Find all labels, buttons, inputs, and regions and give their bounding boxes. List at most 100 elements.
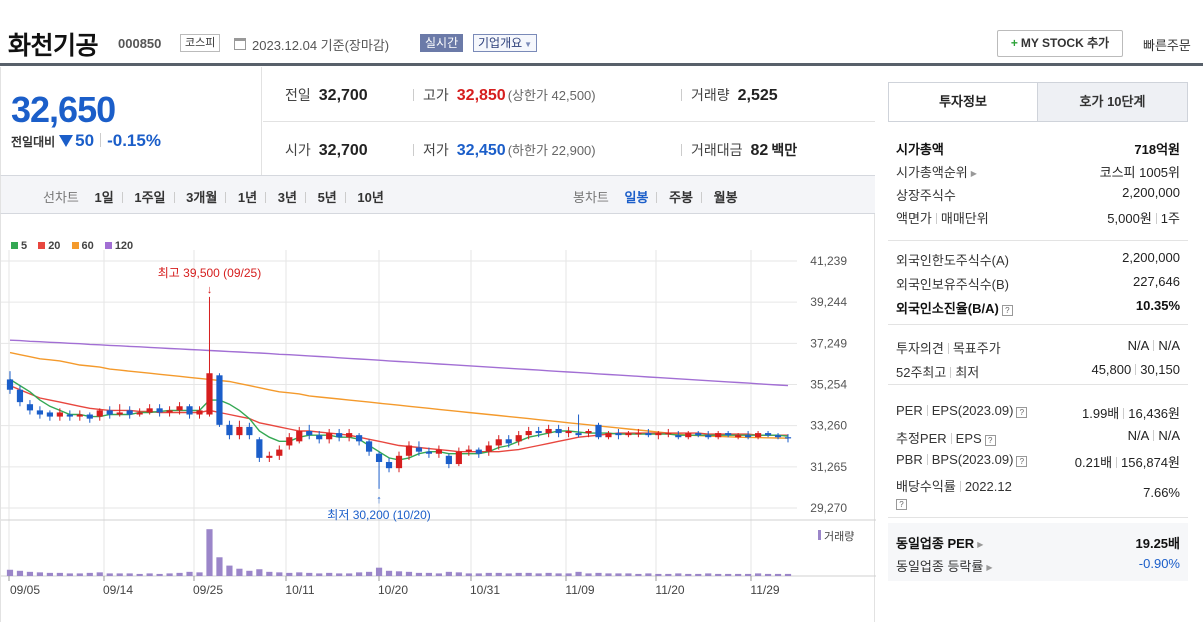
eps-value: 16,436원 (1128, 406, 1180, 421)
volume-bar (296, 572, 303, 576)
company-overview-label: 기업개요 (478, 36, 523, 50)
volume-bar (385, 570, 393, 576)
volume-value: 2,525 (737, 87, 778, 104)
chart-period-tabs: 선차트 1일 1주일 3개월 1년 3년 5년 10년 봉차트 일봉 주봉 월봉 (0, 175, 875, 214)
target-label: 목표주가 (952, 341, 1001, 356)
tab-3y[interactable]: 3년 (277, 190, 297, 205)
divider (1153, 340, 1155, 351)
help-icon[interactable]: ? (1016, 407, 1028, 418)
opinion-box: 투자의견 목표주가 N/A N/A 52주최고 최저 45,800 30,150 (888, 325, 1188, 385)
per-row: PER EPS(2023.09)? 1.99배 16,436원 (896, 403, 1180, 423)
sector-change-row[interactable]: 동일업종 등락률 ▶ -0.90% (896, 556, 1180, 576)
volume-bar (375, 567, 383, 576)
candle-body (555, 428, 562, 434)
chart-legend: 5 20 60 120 (11, 240, 141, 252)
foreign-ratio-row: 외국인소진율(B/A)? 10.35% (896, 298, 1180, 318)
volume-bar (266, 571, 273, 576)
company-overview-dropdown[interactable]: 기업개요 ▼ (473, 34, 538, 52)
tab-3m[interactable]: 3개월 (186, 190, 218, 205)
volume-bar (555, 573, 562, 576)
divider (121, 192, 123, 203)
volume-bar (46, 572, 53, 576)
tab-investment-info[interactable]: 투자정보 (889, 83, 1038, 121)
candle-body (655, 433, 662, 436)
candle-body (306, 431, 313, 436)
candle-body (575, 433, 582, 436)
volume-bar (56, 572, 63, 576)
help-icon[interactable]: ? (984, 435, 996, 446)
candle-body (595, 424, 602, 438)
tab-5y[interactable]: 5년 (317, 190, 337, 205)
foreign-box: 외국인한도주식수(A) 2,200,000 외국인보유주식수(B) 227,646 … (888, 241, 1188, 325)
target-value: N/A (1158, 338, 1180, 353)
par-row: 액면가 매매단위 5,000원 1주 (896, 208, 1180, 228)
candle-body (16, 389, 24, 403)
legend-swatch (71, 242, 79, 249)
help-icon[interactable]: ? (1001, 305, 1013, 316)
volume-bar (146, 573, 153, 576)
rank-label: 시가총액순위 (896, 165, 968, 180)
dividend-year: 2022.12 (964, 479, 1012, 494)
x-tick-label: 10/20 (378, 583, 408, 597)
volume-bar (515, 572, 522, 576)
my-stock-add-button[interactable]: + MY STOCK 추가 (997, 30, 1123, 57)
candle-body (585, 431, 592, 434)
open-value: 32,700 (318, 142, 368, 159)
tab-1d[interactable]: 1일 (94, 190, 114, 205)
candle-body (106, 410, 113, 415)
unit-value: 1주 (1160, 211, 1180, 226)
panel-tabs: 투자정보 호가 10단계 (888, 82, 1188, 122)
foreign-hold-label: 외국인보유주식수(B) (896, 277, 1010, 292)
open-label: 시가 (285, 142, 311, 158)
sector-per-value: 19.25배 (1135, 536, 1181, 551)
volume-bar (774, 573, 782, 576)
prev-close-cell: 전일 32,700 (285, 85, 368, 105)
quick-order-link[interactable]: 빠른주문 (1143, 38, 1191, 53)
volume-bar (575, 571, 582, 576)
rank-row[interactable]: 시가총액순위 ▶ 코스피 1005위 (896, 162, 1180, 182)
legend-label: 20 (48, 240, 61, 252)
tab-monthly[interactable]: 월봉 (713, 190, 738, 205)
volume-bar (695, 573, 702, 576)
y-tick-label: 35,254 (810, 378, 847, 392)
candle-body (286, 437, 293, 446)
current-price: 32,650 (11, 89, 116, 130)
help-icon[interactable]: ? (896, 499, 907, 510)
stock-code: 000850 (118, 36, 162, 51)
tab-10y[interactable]: 10년 (357, 190, 384, 205)
x-tick-label: 09/25 (193, 583, 223, 597)
volume-bar (585, 573, 592, 576)
est-eps-value: N/A (1158, 428, 1180, 443)
help-icon[interactable]: ? (1016, 456, 1028, 467)
high-value: 32,850 (456, 87, 506, 104)
sector-per-row[interactable]: 동일업종 PER ▶ 19.25배 (896, 533, 1180, 553)
tab-1y[interactable]: 1년 (237, 190, 258, 205)
x-tick-label: 11/20 (655, 583, 684, 597)
dividend-label: 배당수익률 (896, 479, 956, 494)
stats-row-2: 시가 32,700 저가 32,450 (하한가 22,900) 거래대금 82 백만 (263, 121, 875, 175)
realtime-button[interactable]: 실시간 (420, 34, 464, 52)
tab-weekly[interactable]: 주봉 (669, 190, 693, 205)
chevron-right-icon: ▶ (970, 169, 977, 178)
candle-body (136, 412, 143, 415)
volume-bar (735, 573, 742, 576)
price-chart[interactable]: 41,239 39,244 37,249 35,254 33,260 31,265 29,2… (0, 214, 876, 622)
candle-body (495, 439, 502, 446)
candle-body (685, 433, 692, 438)
volume-bar (116, 573, 123, 576)
legend-ma60: 60 (71, 240, 94, 252)
tab-1w[interactable]: 1주일 (134, 190, 166, 205)
candle-body (425, 451, 433, 454)
candlestick-chart[interactable]: 41,239 39,244 37,249 35,254 33,260 31,265 29,2… (1, 214, 876, 622)
candle-body (515, 435, 522, 442)
y-tick-label: 31,265 (810, 460, 847, 474)
opinion-row: 투자의견 목표주가 N/A N/A (896, 338, 1180, 358)
upper-limit: (상한가 42,500) (507, 88, 596, 103)
candle-chart-group: 봉차트 일봉 주봉 월봉 (573, 187, 738, 206)
volume-bar (764, 573, 772, 576)
tab-daily[interactable]: 일봉 (624, 190, 649, 205)
market-cap-row: 시가총액 718억원 (896, 139, 1180, 159)
market-cap-box: 시가총액 718억원 시가총액순위 ▶ 코스피 1005위 상장주식수 2,200,00… (888, 131, 1188, 241)
candle-body (745, 435, 752, 438)
tab-orderbook-10[interactable]: 호가 10단계 (1038, 83, 1187, 121)
